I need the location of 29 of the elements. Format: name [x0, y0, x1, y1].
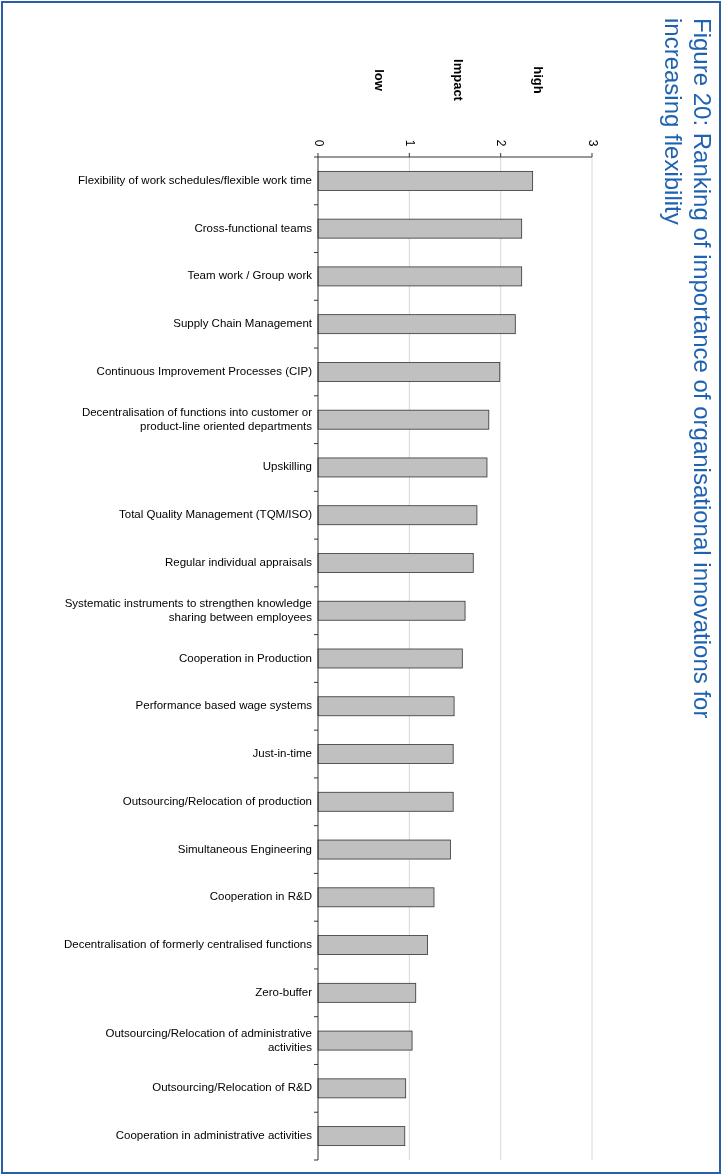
- x-tick-label: 2: [494, 139, 509, 147]
- y-tick-label: Cooperation in administrative activities: [115, 1129, 313, 1142]
- y-tick-label: Outsourcing/Relocation of production: [122, 794, 312, 807]
- y-tick-label: Supply Chain Management: [173, 317, 313, 330]
- y-tick-label: Cooperation in Production: [179, 651, 312, 664]
- text: Impact: [451, 59, 467, 102]
- text: high: [530, 66, 546, 94]
- y-tick-label: Regular individual appraisals: [164, 556, 313, 569]
- x-tick-label: 0: [311, 139, 326, 147]
- y-tick-label: Decentralisation of functions into customer or product-line oriented departments: [81, 405, 313, 432]
- text: low: [371, 69, 387, 92]
- y-tick-label: Decentralisation of formerly centralised functions: [63, 938, 313, 951]
- y-tick-label: Zero-buffer: [255, 985, 313, 998]
- y-tick-label: Total Quality Management (TQM/ISO): [118, 508, 313, 521]
- y-tick-label: Just-in-time: [252, 747, 312, 760]
- y-tick-label: Continuous Improvement Processes (CIP): [96, 364, 313, 377]
- y-tick-label: Team work / Group work: [187, 269, 313, 282]
- y-tick-label: Simultaneous Engineering: [177, 842, 312, 855]
- y-tick-label: Performance based wage systems: [135, 699, 313, 712]
- x-tick-label: 1: [403, 139, 418, 147]
- text: Figure 20: Ranking of importance of organisational innovations for increasing flexibility: [659, 18, 716, 719]
- y-tick-label: Cooperation in R&D: [209, 890, 312, 903]
- y-tick-label: Systematic instruments to strengthen knowledge sharing between employees: [64, 596, 313, 623]
- y-tick-label: Upskilling: [262, 460, 312, 473]
- y-tick-label: Outsourcing/Relocation of administrative activities: [105, 1026, 313, 1053]
- x-tick-label: 3: [585, 139, 600, 147]
- y-tick-label: Outsourcing/Relocation of R&D: [152, 1081, 312, 1094]
- y-tick-label: Cross-functional teams: [194, 221, 313, 234]
- y-tick-label: Flexibility of work schedules/flexible work time: [78, 173, 312, 186]
